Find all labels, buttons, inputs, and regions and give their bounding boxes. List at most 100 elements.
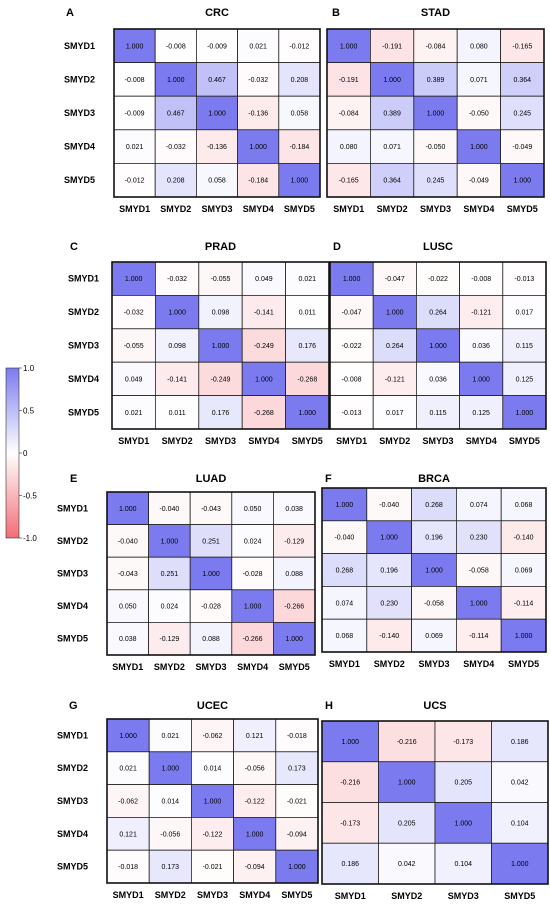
- heatmap-cell: [154, 28, 197, 63]
- cell-value: 0.038: [285, 506, 303, 513]
- cell-value: 1.000: [386, 310, 404, 317]
- cell-value: 0.125: [472, 410, 490, 417]
- heatmap-cell: [321, 586, 368, 620]
- cell-value: 0.038: [119, 636, 137, 643]
- cell-value: 1.000: [161, 538, 179, 545]
- colorbar-tick-label: 1.0: [23, 364, 35, 373]
- heatmap-cell: [189, 622, 233, 656]
- cell-value: 0.125: [516, 376, 534, 383]
- row-label: SMYD3: [57, 569, 88, 579]
- col-label: SMYD4: [237, 662, 268, 672]
- cell-value: 1.000: [212, 343, 230, 350]
- heatmap-cell: [502, 361, 547, 397]
- row-label: SMYD2: [64, 74, 95, 84]
- row-label: SMYD5: [64, 175, 95, 185]
- cell-value: -0.249: [254, 343, 274, 350]
- cell-value: -0.268: [254, 410, 274, 417]
- heatmap-cell: [198, 261, 243, 296]
- row-label: SMYD4: [57, 829, 88, 839]
- cell-value: 0.088: [202, 636, 220, 643]
- cell-value: 0.071: [383, 144, 401, 151]
- cell-value: 0.021: [125, 410, 143, 417]
- cell-value: -0.184: [248, 178, 268, 185]
- cell-value: -0.040: [159, 506, 179, 513]
- cell-value: 0.196: [425, 535, 443, 542]
- cell-value: 1.000: [454, 820, 472, 827]
- heatmap-cell: [285, 395, 330, 430]
- col-label: SMYD2: [155, 890, 186, 900]
- cell-value: 0.017: [516, 310, 534, 317]
- cell-value: 0.115: [516, 343, 533, 350]
- cell-value: 0.176: [212, 410, 230, 417]
- cell-value: 0.050: [119, 604, 137, 611]
- cell-value: -0.018: [287, 733, 307, 740]
- cell-value: 1.000: [125, 276, 143, 283]
- heatmap-cell: [456, 28, 502, 63]
- colorbar-tick-label: -0.5: [23, 492, 37, 501]
- heatmap-cell: [154, 294, 200, 330]
- heatmap-cell: [272, 524, 316, 558]
- heatmap-cell: [113, 162, 156, 198]
- cell-value: -0.049: [512, 144, 532, 151]
- col-label: SMYD5: [284, 204, 315, 214]
- col-label: SMYD3: [195, 662, 226, 672]
- cell-value: 1.000: [514, 178, 532, 185]
- cell-value: 1.000: [119, 733, 137, 740]
- cell-value: 1.000: [427, 111, 445, 118]
- cell-value: 0.245: [514, 111, 532, 118]
- row-label: SMYD1: [57, 503, 88, 513]
- row-label: SMYD4: [68, 374, 99, 384]
- cell-value: -0.050: [426, 144, 446, 151]
- cell-value: -0.094: [245, 864, 265, 871]
- col-label: SMYD1: [119, 204, 150, 214]
- heatmap-cell: [491, 720, 549, 763]
- cell-value: 0.074: [470, 502, 488, 509]
- row-label: SMYD5: [68, 407, 99, 417]
- cell-value: 1.000: [472, 376, 490, 383]
- heatmap-cell: [106, 849, 150, 884]
- cell-value: 0.021: [249, 43, 267, 50]
- cell-value: -0.129: [284, 538, 304, 545]
- cell-value: 0.024: [161, 604, 179, 611]
- cell-value: -0.084: [426, 43, 446, 50]
- row-label: SMYD1: [64, 41, 95, 51]
- col-label: SMYD2: [377, 204, 408, 214]
- row-label: SMYD2: [57, 763, 88, 773]
- cell-value: 1.000: [470, 144, 488, 151]
- cell-value: 0.058: [291, 111, 309, 118]
- col-label: SMYD1: [113, 890, 144, 900]
- panel-b: B STAD 1.000 -0.191 -0.084 0.080 -0.165 -0.191 1…: [326, 7, 545, 214]
- colorbar-tick-label: 0.5: [23, 407, 35, 416]
- col-label: SMYD2: [160, 204, 191, 214]
- cell-value: 0.074: [336, 600, 354, 607]
- col-label: SMYD5: [508, 659, 539, 669]
- panel-title: STAD: [421, 7, 450, 19]
- cell-value: -0.173: [340, 820, 360, 827]
- cell-value: -0.121: [385, 376, 405, 383]
- cell-value: 1.000: [168, 310, 186, 317]
- cell-value: 0.268: [336, 568, 354, 575]
- cell-value: -0.216: [340, 780, 360, 787]
- cell-value: 0.467: [208, 77, 226, 84]
- cell-value: 0.088: [285, 571, 303, 578]
- cell-value: 1.000: [167, 77, 185, 84]
- col-label: SMYD2: [374, 659, 405, 669]
- row-label: SMYD3: [68, 341, 99, 351]
- cell-value: -0.040: [334, 535, 354, 542]
- heatmap-cell: [154, 95, 197, 131]
- heatmap-cell: [321, 761, 379, 803]
- heatmap-cell: [378, 802, 436, 844]
- heatmap-cell: [459, 395, 504, 430]
- cell-value: 1.000: [429, 343, 447, 350]
- heatmap-border: [321, 487, 547, 653]
- panel-title: BRCA: [418, 473, 450, 485]
- col-label: SMYD3: [201, 204, 232, 214]
- col-label: SMYD1: [112, 662, 143, 672]
- cell-value: -0.062: [118, 799, 138, 806]
- cell-value: -0.122: [203, 831, 223, 838]
- cell-value: 0.068: [515, 502, 533, 509]
- panel-title: LUAD: [196, 473, 227, 485]
- cell-value: 0.021: [119, 766, 137, 773]
- heatmap-cell: [321, 720, 379, 763]
- heatmap-cell: [455, 553, 502, 587]
